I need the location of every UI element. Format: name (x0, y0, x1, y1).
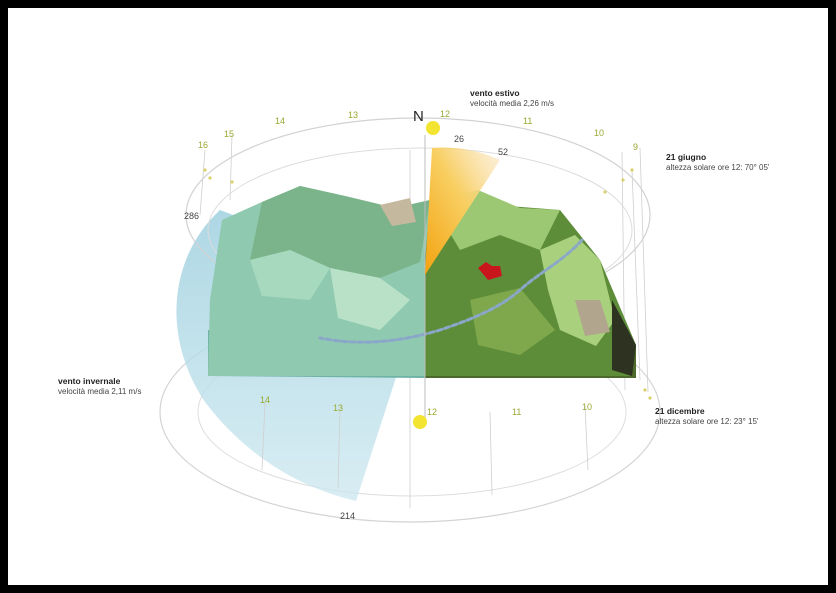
summer-wind-title: vento estivo (470, 88, 520, 98)
angle-label-52: 52 (498, 147, 509, 157)
winter-hour-label: 13 (333, 403, 344, 413)
terrain-forest-patch-4 (250, 250, 330, 300)
terrain-dark-corner (612, 300, 636, 376)
terrain-rock-2 (380, 198, 416, 226)
december-label: 21 dicembre altezza solare ore 12: 23° 1… (655, 406, 759, 426)
summer-hour-label: 12 (440, 109, 451, 119)
summer-hour-label: 11 (523, 116, 533, 126)
sun-position-dots (203, 168, 652, 400)
winter-hour-label: 12 (427, 407, 438, 417)
town-marker (478, 262, 502, 280)
winter-wind-detail: velocità media 2,11 m/s (58, 386, 142, 396)
winter-hour-label: 14 (260, 395, 271, 405)
june-label: 21 giugno altezza solare ore 12: 70° 05' (666, 152, 770, 172)
summer-hour-label: 9 (633, 142, 639, 152)
december-title: 21 dicembre (655, 406, 705, 416)
sun-icon-winter (413, 415, 427, 429)
angle-label-286: 286 (184, 211, 200, 221)
summer-hour-label: 14 (275, 116, 286, 126)
summer-hour-label: 13 (348, 110, 359, 120)
winter-wind-label: vento invernale velocità media 2,11 m/s (58, 376, 142, 396)
terrain-forest-patch-3 (470, 288, 555, 355)
june-detail: altezza solare ore 12: 70° 05' (666, 162, 770, 172)
terrain-rock-1 (575, 300, 610, 336)
summer-wind-detail: velocità media 2,26 m/s (470, 98, 555, 108)
winter-wind-title: vento invernale (58, 376, 121, 386)
winter-hour-label: 10 (582, 402, 593, 412)
river (318, 238, 584, 344)
summer-hour-label: 15 (224, 129, 235, 139)
summer-hour-label: 16 (198, 140, 209, 150)
december-detail: altezza solare ore 12: 23° 15' (655, 416, 759, 426)
angle-label-214: 214 (340, 511, 356, 521)
summer-wind-label: vento estivo velocità media 2,26 m/s (470, 88, 555, 108)
north-label: N (413, 108, 424, 125)
sun-icon-summer (426, 121, 440, 135)
winter-hour-label: 11 (512, 407, 522, 417)
angle-label-26: 26 (454, 134, 465, 144)
summer-wind-sector (425, 147, 500, 275)
june-title: 21 giugno (666, 152, 707, 162)
summer-hour-label: 10 (594, 128, 605, 138)
terrain-forest-patch-5 (330, 268, 410, 330)
